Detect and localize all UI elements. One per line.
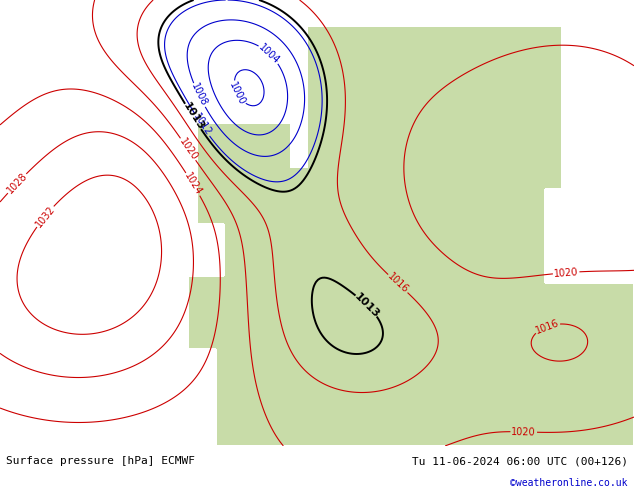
- Text: 1012: 1012: [191, 112, 213, 138]
- Text: 1013: 1013: [181, 101, 205, 132]
- Text: 1024: 1024: [183, 171, 204, 197]
- Text: 1020: 1020: [553, 267, 579, 279]
- Text: 1013: 1013: [353, 291, 381, 319]
- Text: Surface pressure [hPa] ECMWF: Surface pressure [hPa] ECMWF: [6, 456, 195, 466]
- Text: 1016: 1016: [385, 271, 410, 295]
- Text: 1000: 1000: [228, 80, 247, 106]
- Text: 1008: 1008: [189, 82, 209, 108]
- Text: Tu 11-06-2024 06:00 UTC (00+126): Tu 11-06-2024 06:00 UTC (00+126): [411, 456, 628, 466]
- Text: ©weatheronline.co.uk: ©weatheronline.co.uk: [510, 478, 628, 489]
- Text: 1004: 1004: [257, 42, 281, 66]
- Text: 1020: 1020: [511, 427, 536, 437]
- Text: 1016: 1016: [534, 318, 560, 336]
- Text: 1028: 1028: [5, 171, 29, 196]
- Text: 1032: 1032: [34, 204, 56, 229]
- Text: 1020: 1020: [177, 136, 199, 162]
